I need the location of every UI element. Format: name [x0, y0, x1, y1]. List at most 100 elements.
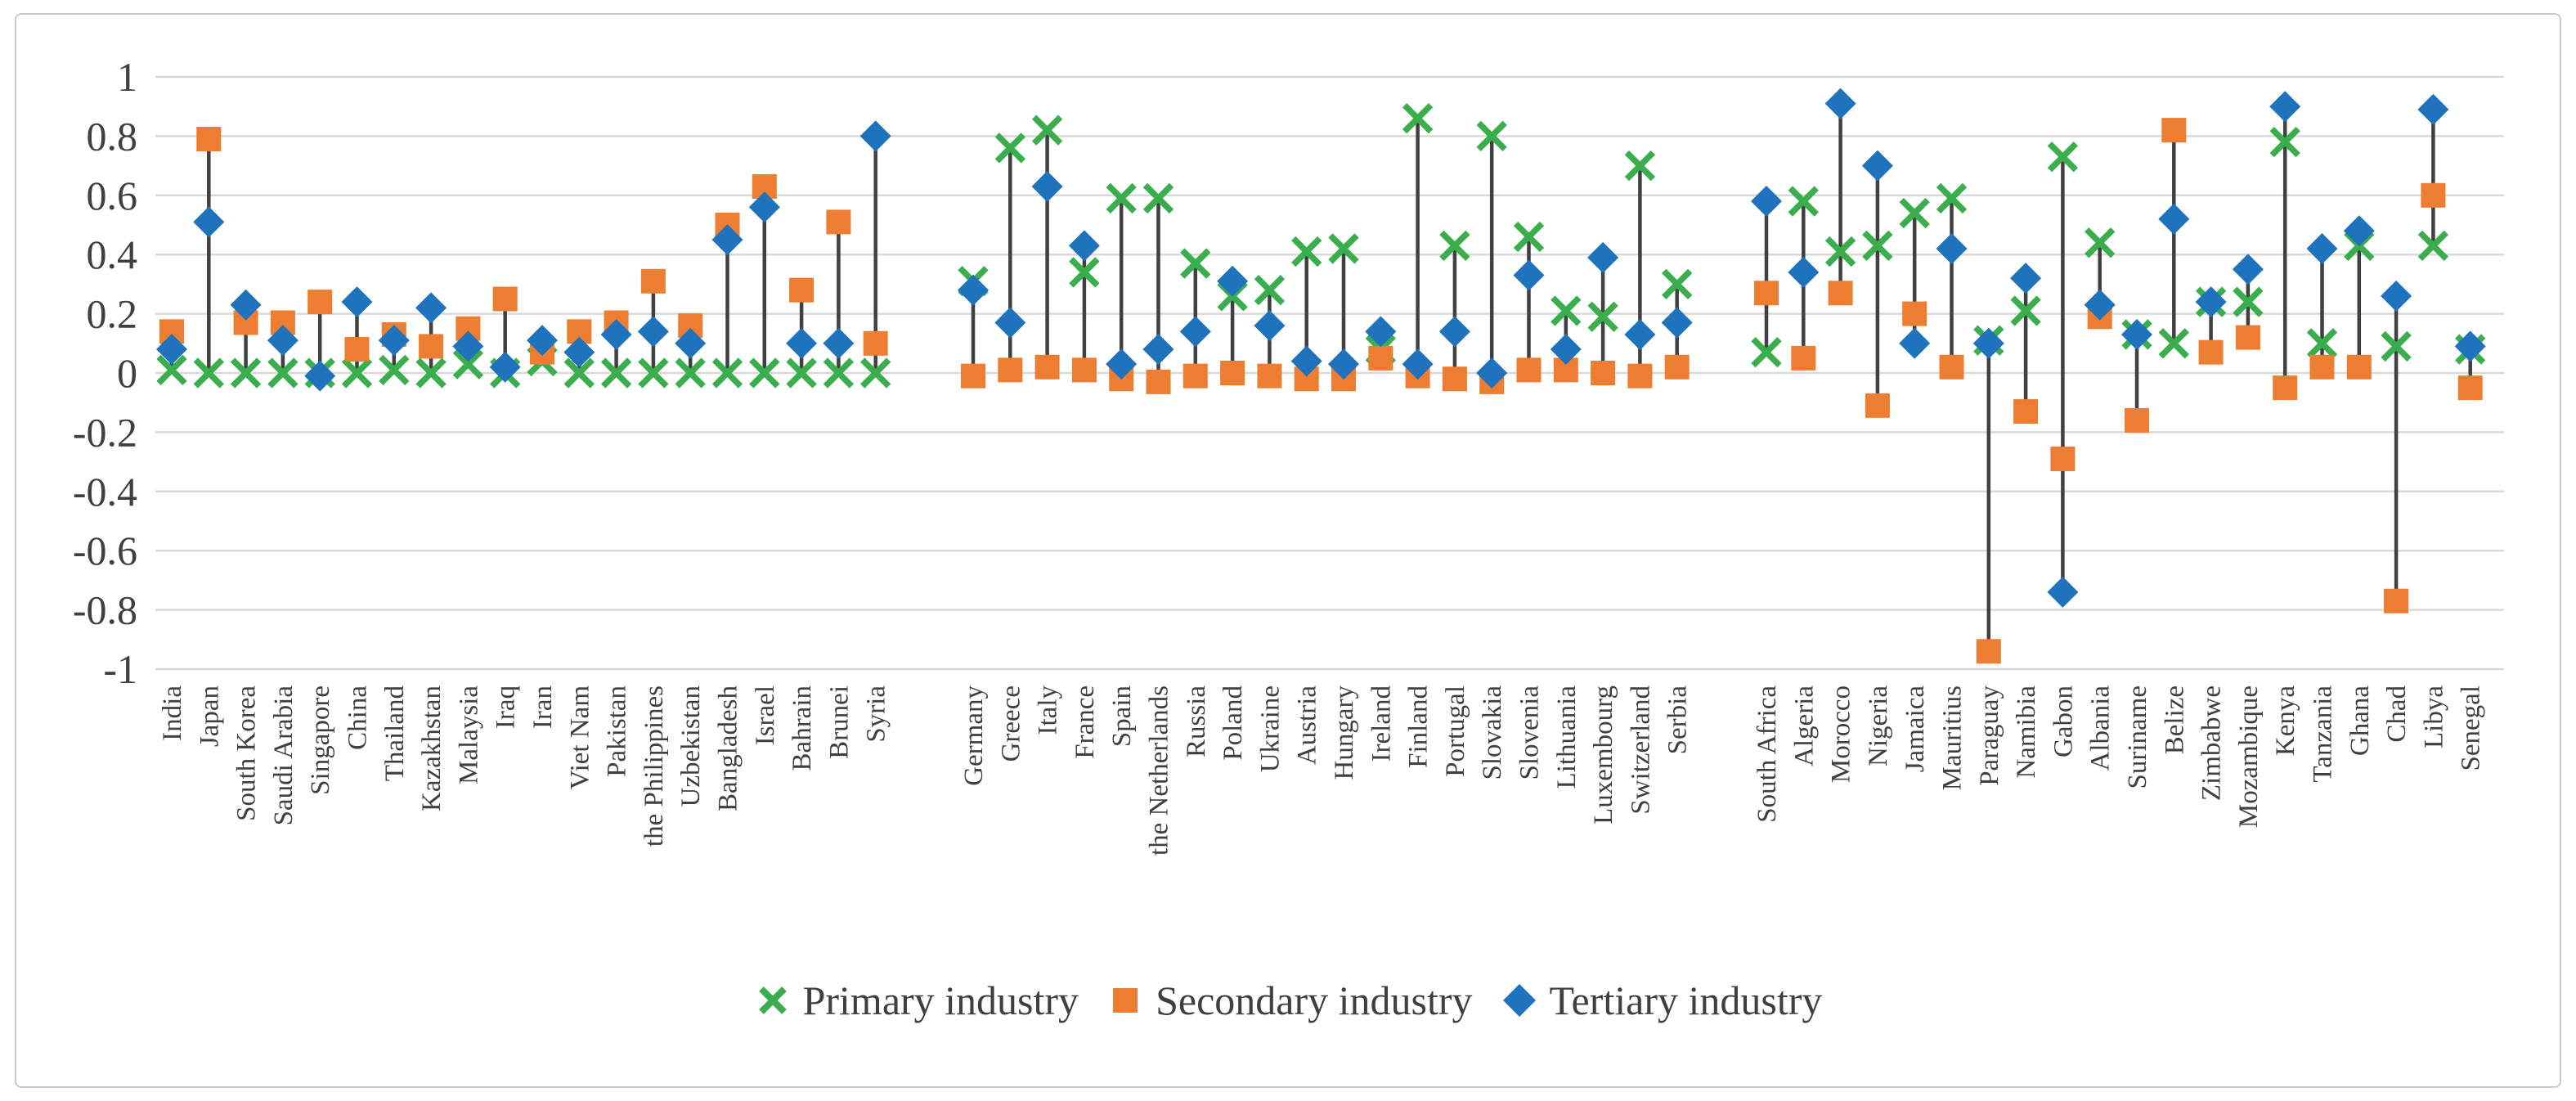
marker-secondary-Japan — [196, 127, 222, 152]
marker-tertiary-Mozambique — [2232, 254, 2264, 285]
legend-item-secondary: Secondary industry — [1106, 977, 1473, 1024]
marker-secondary-Mozambique — [2235, 325, 2260, 350]
marker-primary-Nigeria — [1862, 230, 1893, 261]
marker-tertiary-China — [341, 286, 373, 318]
x-axis-label: Thailand — [380, 685, 410, 782]
marker-secondary-Paraguay — [1976, 639, 2001, 664]
x-axis-label: Chad — [2382, 685, 2412, 743]
marker-tertiary-Gabon — [2047, 576, 2079, 608]
x-axis-label: South Korea — [232, 685, 262, 821]
marker-tertiary-Syria — [859, 120, 891, 152]
marker-tertiary-Kenya — [2269, 91, 2301, 123]
x-axis-label: Paraguay — [1975, 685, 2004, 786]
x-axis-label: France — [1070, 685, 1100, 759]
marker-secondary-Germany — [961, 363, 985, 389]
marker-primary-Hungary — [1328, 233, 1359, 264]
x-axis-label: Spain — [1107, 685, 1137, 747]
x-axis-label: India — [158, 685, 187, 741]
marker-secondary-the Netherlands — [1146, 369, 1171, 394]
x-axis-label: Japan — [195, 685, 224, 747]
marker-tertiary-Zimbabwe — [2195, 286, 2227, 318]
x-axis-label: the Philippines — [640, 685, 669, 847]
x-axis-label: Gabon — [2049, 685, 2078, 757]
x-axis-label: Morocco — [1827, 685, 1856, 783]
marker-primary-Kenya — [2269, 126, 2300, 158]
marker-secondary-Iraq — [492, 286, 518, 312]
marker-primary-South Korea — [230, 357, 262, 389]
marker-secondary-Kenya — [2273, 375, 2298, 401]
marker-primary-Slovakia — [1476, 120, 1507, 152]
x-marker-icon — [758, 986, 787, 1014]
marker-tertiary-Austria — [1290, 345, 1322, 377]
marker-tertiary-Malaysia — [452, 330, 484, 362]
marker-tertiary-Bangladesh — [711, 224, 743, 256]
marker-primary-Malaysia — [452, 348, 484, 380]
marker-primary-Italy — [1031, 115, 1063, 146]
x-axis-label: Senegal — [2457, 685, 2486, 771]
marker-secondary-Ghana — [2346, 354, 2372, 380]
x-axis-label: Bahrain — [788, 685, 817, 771]
marker-tertiary-Portugal — [1438, 316, 1470, 348]
marker-primary-Brunei — [823, 357, 855, 389]
x-axis-label: Italy — [1034, 685, 1063, 735]
x-axis-label: Jamaica — [1901, 685, 1930, 773]
legend: Primary industry Secondary industry Tert… — [0, 955, 2576, 1045]
marker-primary-Jamaica — [1899, 197, 1930, 229]
marker-primary-Morocco — [1824, 236, 1856, 267]
marker-primary-Luxembourg — [1587, 301, 1618, 332]
marker-tertiary-Mauritius — [1936, 232, 1968, 264]
marker-secondary-Algeria — [1791, 345, 1816, 371]
x-axis-label: Kazakhstan — [417, 685, 447, 811]
marker-secondary-China — [344, 337, 370, 362]
y-tick-label: 1 — [117, 54, 137, 100]
marker-secondary-Syria — [863, 330, 888, 356]
marker-tertiary-Senegal — [2454, 330, 2486, 362]
legend-label-secondary: Secondary industry — [1156, 977, 1473, 1023]
marker-tertiary-Slovenia — [1513, 259, 1545, 291]
x-axis-label: South Africa — [1752, 685, 1782, 823]
marker-tertiary-Jamaica — [1899, 327, 1931, 359]
x-axis-label: Iran — [528, 685, 558, 729]
x-axis-label: Pakistan — [603, 685, 632, 777]
x-axis-label: Viet Nam — [565, 685, 595, 790]
marker-tertiary-Thailand — [378, 325, 410, 357]
x-axis-label: Albania — [2086, 685, 2116, 771]
marker-secondary-Russia — [1183, 363, 1208, 389]
marker-primary-Finland — [1402, 103, 1434, 134]
x-axis-label: Libya — [2419, 685, 2448, 748]
marker-tertiary-Germany — [958, 274, 989, 306]
x-axis-label: Lithuania — [1552, 685, 1582, 789]
x-axis-label: Greece — [996, 685, 1025, 762]
marker-tertiary-Hungary — [1328, 348, 1359, 380]
marker-primary-Mozambique — [2233, 286, 2264, 317]
marker-tertiary-Japan — [193, 206, 225, 238]
legend-label-primary: Primary industry — [802, 977, 1079, 1023]
marker-primary-Mauritius — [1936, 182, 1968, 214]
marker-tertiary-Kazakhstan — [415, 292, 447, 324]
x-axis-label: Ghana — [2345, 685, 2375, 756]
x-axis-label: Ireland — [1367, 685, 1396, 762]
marker-tertiary-India — [156, 334, 187, 366]
marker-primary-Slovenia — [1513, 221, 1545, 253]
marker-tertiary-Italy — [1031, 170, 1063, 202]
marker-tertiary-Morocco — [1824, 88, 1856, 119]
marker-primary-Chad — [2381, 330, 2412, 362]
marker-secondary-Slovenia — [1516, 357, 1542, 383]
marker-secondary-Greece — [998, 357, 1023, 383]
marker-tertiary-Nigeria — [1861, 150, 1893, 182]
x-axis-label: Austria — [1293, 685, 1322, 766]
marker-tertiary-South Korea — [230, 289, 262, 321]
marker-primary-Bahrain — [786, 357, 817, 389]
x-axis-label: Nigeria — [1864, 685, 1893, 766]
marker-secondary-Suriname — [2125, 407, 2149, 433]
marker-primary-Tanzania — [2306, 328, 2338, 359]
x-axis-label: Syria — [862, 685, 891, 743]
marker-secondary-Singapore — [307, 290, 333, 315]
x-axis-label: Suriname — [2123, 685, 2152, 789]
x-axis-label: Germany — [959, 685, 989, 786]
marker-tertiary-the Philippines — [637, 316, 669, 348]
marker-tertiary-Albania — [2084, 289, 2116, 321]
marker-tertiary-Ireland — [1365, 316, 1397, 348]
marker-secondary-Serbia — [1664, 354, 1690, 380]
marker-primary-Albania — [2085, 227, 2116, 258]
